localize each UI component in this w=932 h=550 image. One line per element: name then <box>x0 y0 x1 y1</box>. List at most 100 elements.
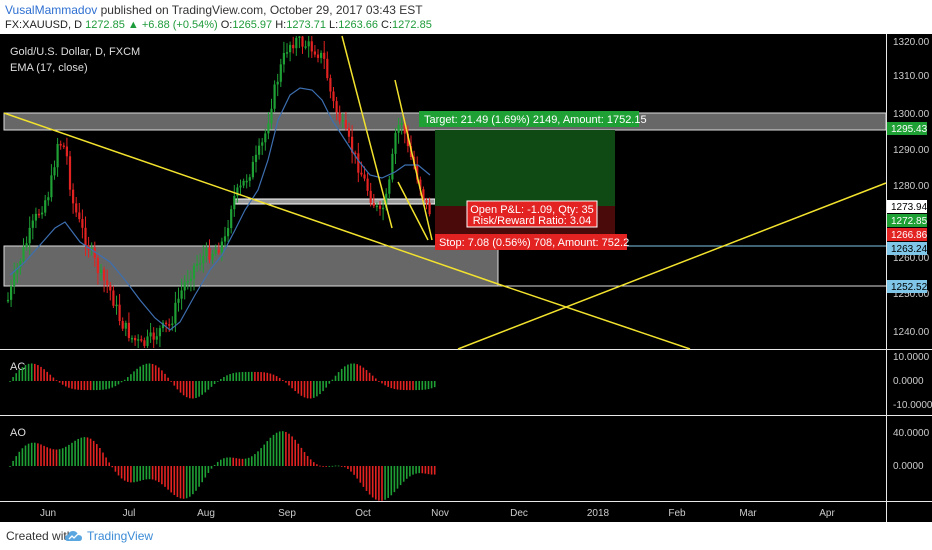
candle-body <box>295 37 298 49</box>
candle-body <box>279 64 282 82</box>
ema-line[interactable] <box>9 87 431 331</box>
histogram-bar <box>337 372 340 381</box>
histogram-bar <box>210 381 213 387</box>
candle-body <box>239 185 242 188</box>
histogram-bar <box>220 459 222 466</box>
wedge-line-3[interactable] <box>397 181 429 241</box>
histogram-bar <box>282 431 284 466</box>
histogram-bar <box>269 437 272 466</box>
candle-body <box>62 145 65 148</box>
histogram-bar <box>192 381 194 399</box>
candle-body <box>298 36 301 38</box>
chart-header: VusalMammadov published on TradingView.c… <box>0 0 932 34</box>
histogram-bar <box>334 465 337 467</box>
wedge-line-2[interactable] <box>394 79 433 241</box>
candle-body <box>41 212 44 215</box>
ac-histogram <box>9 363 436 399</box>
histogram-bar <box>216 381 219 382</box>
histogram-bar <box>71 442 73 466</box>
candle-body <box>273 84 276 109</box>
histogram-bar <box>18 369 21 381</box>
histogram-bar <box>241 458 244 466</box>
histogram-bar <box>204 466 207 478</box>
time-tick: Feb <box>668 508 686 519</box>
candle-body <box>196 263 199 266</box>
candle-body <box>341 120 344 122</box>
candle-body <box>338 112 341 122</box>
histogram-bar <box>359 466 362 483</box>
candle-body <box>50 175 53 198</box>
support-zone[interactable] <box>3 245 499 287</box>
histogram-bar <box>235 372 238 381</box>
legend-title: Gold/U.S. Dollar, D, FXCM <box>10 46 140 58</box>
symbol-label[interactable]: FX:XAUUSD, D <box>5 19 83 31</box>
ao-pane-label[interactable]: AO <box>10 427 26 439</box>
histogram-bar <box>263 372 265 381</box>
histogram-bar <box>272 434 275 466</box>
candle-body <box>301 36 304 47</box>
time-tick: Apr <box>819 508 835 519</box>
histogram-bar <box>139 366 141 381</box>
candle-body <box>143 340 146 346</box>
chart-area[interactable]: Target: 21.49 (1.69%) 2149, Amount: 1752… <box>0 34 932 522</box>
histogram-bar <box>158 367 160 381</box>
candle-body <box>320 52 323 58</box>
downtrend-extension[interactable] <box>497 283 691 350</box>
candle-body <box>363 174 366 179</box>
histogram-bar <box>415 466 417 474</box>
candle-body <box>335 101 338 113</box>
uptrend-line[interactable] <box>457 182 887 350</box>
histogram-bar <box>244 458 247 466</box>
created-with-text: Created with <box>6 529 74 543</box>
histogram-bar <box>65 381 67 387</box>
candle-body <box>316 54 320 58</box>
histogram-bar <box>12 460 14 466</box>
time-axis[interactable]: Jun Jul Aug Sep Oct Nov Dec 2018 Feb Mar… <box>40 508 836 519</box>
histogram-bar <box>15 456 17 466</box>
histogram-bar <box>204 381 207 393</box>
candle-body <box>282 53 285 65</box>
histogram-bar <box>331 465 334 467</box>
histogram-bar <box>371 466 374 498</box>
candle-body <box>37 213 41 216</box>
histogram-bar <box>30 363 33 381</box>
histogram-bar <box>15 373 17 381</box>
badge-support-bottom <box>887 280 927 293</box>
histogram-bar <box>148 466 151 480</box>
histogram-bar <box>306 455 309 466</box>
histogram-bar <box>117 466 120 476</box>
candle-body <box>174 302 177 324</box>
candle-body <box>19 261 22 268</box>
wedge-line-1[interactable] <box>341 35 393 229</box>
price-tick: 1300.00 <box>893 109 930 120</box>
long-downtrend-line[interactable] <box>3 112 499 285</box>
candle-body <box>13 273 16 287</box>
candle-body <box>84 227 87 246</box>
candle-body <box>354 152 357 155</box>
histogram-bar <box>285 381 287 383</box>
chart-svg[interactable]: Target: 21.49 (1.69%) 2149, Amount: 1752… <box>0 34 932 522</box>
tradingview-cloud-icon[interactable] <box>64 528 84 544</box>
tradingview-brand[interactable]: TradingView <box>87 529 154 543</box>
histogram-bar <box>61 448 64 466</box>
candle-body <box>360 172 363 175</box>
histogram-bar <box>167 466 169 490</box>
low-value: 1263.66 <box>338 19 378 31</box>
target-zone[interactable] <box>435 130 615 206</box>
histogram-bar <box>371 375 374 381</box>
histogram-bar <box>421 381 424 390</box>
candle-body <box>65 146 68 157</box>
legend-ema[interactable]: EMA (17, close) <box>10 62 88 74</box>
author-link[interactable]: VusalMammadov <box>5 3 98 17</box>
candle-body <box>323 52 326 59</box>
histogram-bar <box>390 381 393 389</box>
ac-pane-label[interactable]: AC <box>10 361 25 373</box>
histogram-bar <box>170 466 172 493</box>
histogram-bar <box>154 466 157 481</box>
histogram-bar <box>412 466 414 475</box>
stop-label: Stop: 7.08 (0.56%) 708, Amount: 752.2 <box>439 237 629 249</box>
candle-body <box>158 328 161 337</box>
histogram-bar <box>173 381 176 386</box>
histogram-bar <box>337 465 340 467</box>
candle-body <box>34 213 37 221</box>
